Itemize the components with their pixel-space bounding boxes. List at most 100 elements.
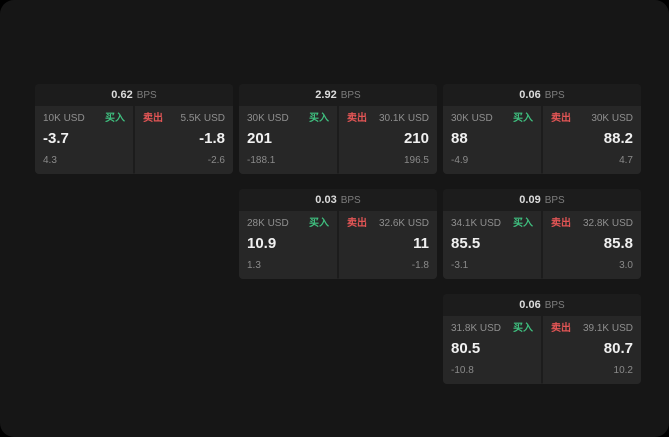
buy-sub-value: -10.8 <box>451 365 474 376</box>
quote-body: 28K USD 买入 10.9 1.3 卖出 32.6K USD 11 -1.8 <box>239 211 437 279</box>
sell-panel[interactable]: 卖出 32.8K USD 85.8 3.0 <box>543 211 641 279</box>
sell-label: 卖出 <box>143 113 163 124</box>
sell-sub-value: 196.5 <box>403 155 429 166</box>
buy-sub-value: 4.3 <box>43 155 57 166</box>
buy-panel[interactable]: 28K USD 买入 10.9 1.3 <box>239 211 337 279</box>
buy-panel[interactable]: 10K USD 买入 -3.7 4.3 <box>35 106 133 174</box>
quote-body: 31.8K USD 买入 80.5 -10.8 卖出 39.1K USD 80.… <box>443 316 641 384</box>
sell-panel[interactable]: 卖出 5.5K USD -1.8 -2.6 <box>135 106 233 174</box>
buy-size: 31.8K USD <box>451 323 502 334</box>
bps-header: 0.03 BPS <box>239 189 437 211</box>
buy-label: 买入 <box>309 218 329 229</box>
bps-header: 0.62 BPS <box>35 84 233 106</box>
quote-card-3: 0.06 BPS 30K USD 买入 88 -4.9 卖出 30K USD 8… <box>443 84 641 174</box>
buy-panel-top: 30K USD 买入 <box>247 113 329 125</box>
sell-panel-top: 卖出 32.6K USD <box>347 218 429 230</box>
sell-price: 85.8 <box>603 235 633 252</box>
buy-panel[interactable]: 30K USD 买入 201 -188.1 <box>239 106 337 174</box>
quote-card-6: 0.06 BPS 31.8K USD 买入 80.5 -10.8 卖出 39.1… <box>443 294 641 384</box>
bps-header: 0.06 BPS <box>443 84 641 106</box>
sell-panel-top: 卖出 30K USD <box>551 113 633 125</box>
buy-size: 30K USD <box>247 113 289 124</box>
sell-price: 88.2 <box>603 130 633 147</box>
buy-label: 买入 <box>513 113 533 124</box>
sell-sub-value: -1.8 <box>411 260 429 271</box>
sell-sub-value: 3.0 <box>619 260 633 271</box>
bps-header: 0.09 BPS <box>443 189 641 211</box>
bps-value: 0.06 <box>519 299 541 311</box>
sell-panel-top: 卖出 5.5K USD <box>143 113 225 125</box>
sell-panel[interactable]: 卖出 39.1K USD 80.7 10.2 <box>543 316 641 384</box>
sell-size: 30.1K USD <box>378 113 429 124</box>
buy-sub-value: -3.1 <box>451 260 469 271</box>
buy-panel-top: 31.8K USD 买入 <box>451 323 533 335</box>
bps-unit: BPS <box>340 194 361 206</box>
buy-sub-value: 1.3 <box>247 260 261 271</box>
sell-label: 卖出 <box>347 113 367 124</box>
buy-size: 30K USD <box>451 113 493 124</box>
buy-sub-value: -188.1 <box>247 155 276 166</box>
sell-panel-top: 卖出 39.1K USD <box>551 323 633 335</box>
buy-size: 28K USD <box>247 218 289 229</box>
sell-panel[interactable]: 卖出 30.1K USD 210 196.5 <box>339 106 437 174</box>
buy-price: 88 <box>451 130 468 147</box>
sell-label: 卖出 <box>551 323 571 334</box>
bps-unit: BPS <box>340 89 361 101</box>
quote-body: 30K USD 买入 201 -188.1 卖出 30.1K USD 210 1… <box>239 106 437 174</box>
buy-panel-top: 30K USD 买入 <box>451 113 533 125</box>
bps-value: 2.92 <box>315 89 337 101</box>
sell-size: 32.6K USD <box>378 218 429 229</box>
bps-unit: BPS <box>544 194 565 206</box>
bps-header: 2.92 BPS <box>239 84 437 106</box>
sell-panel[interactable]: 卖出 30K USD 88.2 4.7 <box>543 106 641 174</box>
buy-panel-top: 28K USD 买入 <box>247 218 329 230</box>
quote-card-5: 0.09 BPS 34.1K USD 买入 85.5 -3.1 卖出 32.8K… <box>443 189 641 279</box>
buy-panel[interactable]: 31.8K USD 买入 80.5 -10.8 <box>443 316 541 384</box>
sell-sub-value: -2.6 <box>207 155 225 166</box>
sell-price: 11 <box>413 235 429 252</box>
sell-size: 30K USD <box>591 113 633 124</box>
bps-value: 0.06 <box>519 89 541 101</box>
quote-card-1: 0.62 BPS 10K USD 买入 -3.7 4.3 卖出 5.5K USD… <box>35 84 233 174</box>
buy-label: 买入 <box>513 323 533 334</box>
sell-panel-top: 卖出 32.8K USD <box>551 218 633 230</box>
buy-price: 10.9 <box>247 235 277 252</box>
sell-label: 卖出 <box>347 218 367 229</box>
quote-body: 30K USD 买入 88 -4.9 卖出 30K USD 88.2 4.7 <box>443 106 641 174</box>
quote-body: 34.1K USD 买入 85.5 -3.1 卖出 32.8K USD 85.8… <box>443 211 641 279</box>
sell-price: 80.7 <box>603 340 633 357</box>
bps-header: 0.06 BPS <box>443 294 641 316</box>
sell-panel[interactable]: 卖出 32.6K USD 11 -1.8 <box>339 211 437 279</box>
sell-label: 卖出 <box>551 218 571 229</box>
sell-price: -1.8 <box>199 130 225 147</box>
bps-unit: BPS <box>136 89 157 101</box>
buy-panel[interactable]: 34.1K USD 买入 85.5 -3.1 <box>443 211 541 279</box>
sell-panel-top: 卖出 30.1K USD <box>347 113 429 125</box>
buy-label: 买入 <box>513 218 533 229</box>
buy-size: 34.1K USD <box>451 218 502 229</box>
sell-label: 卖出 <box>551 113 571 124</box>
quote-body: 10K USD 买入 -3.7 4.3 卖出 5.5K USD -1.8 -2.… <box>35 106 233 174</box>
buy-label: 买入 <box>105 113 125 124</box>
bps-unit: BPS <box>544 89 565 101</box>
buy-size: 10K USD <box>43 113 85 124</box>
bps-unit: BPS <box>544 299 565 311</box>
sell-price: 210 <box>403 130 429 147</box>
sell-sub-value: 4.7 <box>619 155 633 166</box>
quote-card-2: 2.92 BPS 30K USD 买入 201 -188.1 卖出 30.1K … <box>239 84 437 174</box>
sell-size: 5.5K USD <box>180 113 225 124</box>
buy-price: 80.5 <box>451 340 481 357</box>
buy-panel[interactable]: 30K USD 买入 88 -4.9 <box>443 106 541 174</box>
buy-price: 201 <box>247 130 273 147</box>
bps-value: 0.03 <box>315 194 337 206</box>
bps-value: 0.09 <box>519 194 541 206</box>
buy-label: 买入 <box>309 113 329 124</box>
buy-price: -3.7 <box>43 130 69 147</box>
sell-sub-value: 10.2 <box>613 365 633 376</box>
sell-size: 39.1K USD <box>582 323 633 334</box>
sell-size: 32.8K USD <box>582 218 633 229</box>
buy-panel-top: 10K USD 买入 <box>43 113 125 125</box>
buy-sub-value: -4.9 <box>451 155 469 166</box>
buy-panel-top: 34.1K USD 买入 <box>451 218 533 230</box>
